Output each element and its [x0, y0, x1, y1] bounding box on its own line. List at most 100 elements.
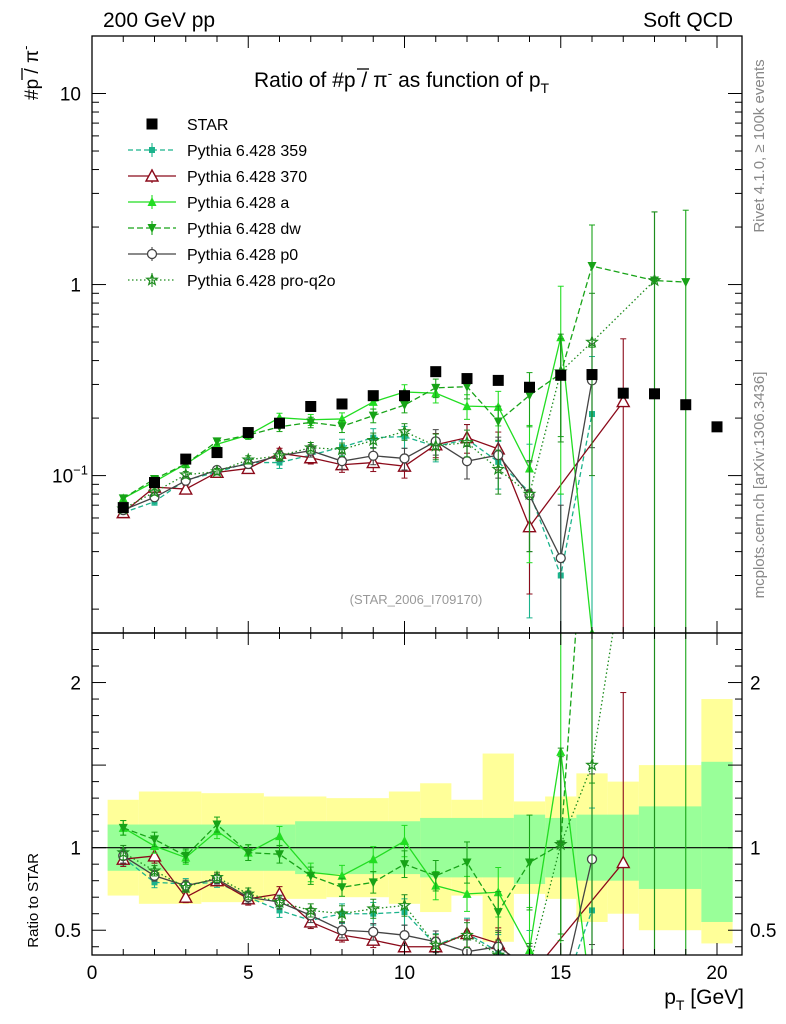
axes: 0 5 10 15 20 10 1 10−1 2 2 1 1 0.5 0.5	[52, 35, 776, 984]
star-point	[211, 447, 223, 459]
ratio-point	[147, 848, 162, 862]
data-point	[431, 383, 441, 393]
ratio-point	[243, 848, 253, 858]
ratio-point	[524, 970, 536, 981]
data-point	[397, 424, 412, 438]
analysis-label: (STAR_2006_I709170)	[350, 592, 483, 607]
star-data	[117, 366, 723, 514]
x-tick-label: 15	[550, 963, 571, 984]
ratio-point	[588, 1001, 597, 1010]
legend-entry: Pythia 6.428 p0	[128, 247, 298, 264]
data-point	[460, 435, 474, 449]
star-point	[367, 390, 379, 402]
data-point	[178, 467, 193, 481]
data-point	[368, 396, 378, 406]
ratio-point	[368, 878, 378, 888]
ratio-point	[181, 851, 191, 861]
legend: STAR Pythia 6.428 359 Pythia 6.428 370 Pyth…	[128, 117, 336, 290]
ratio-line	[123, 633, 577, 914]
ratio-point	[616, 855, 631, 869]
data-point	[306, 418, 316, 428]
ratio-point	[337, 883, 347, 893]
ratio-point	[527, 964, 533, 970]
ratio-point	[585, 757, 599, 771]
series-line	[123, 380, 593, 561]
ratio-point	[462, 858, 472, 868]
star-point	[274, 417, 285, 429]
ratio-point	[556, 990, 565, 999]
ratio-line	[122, 633, 614, 955]
svg-text:#p / π-: #p / π-	[18, 46, 43, 100]
ratio-point	[336, 925, 348, 936]
ratio-point	[366, 901, 381, 915]
ratio-point	[491, 947, 506, 955]
legend-entry: Pythia 6.428 a	[128, 195, 289, 212]
ratio-uncertainty-bands	[92, 699, 742, 944]
data-point	[212, 437, 222, 447]
legend-entry: STAR	[146, 117, 228, 134]
ratio-point	[147, 863, 162, 877]
data-point	[178, 481, 193, 495]
ratio-frame	[91, 632, 743, 956]
star-point	[242, 427, 254, 439]
series-5-main	[116, 211, 662, 633]
ratio-point	[399, 930, 410, 941]
data-point	[555, 552, 566, 564]
legend-entry: Pythia 6.428 pro-q2o	[128, 272, 336, 290]
data-point	[522, 486, 537, 500]
data-point	[585, 334, 599, 348]
star-point	[492, 374, 504, 386]
data-point	[337, 422, 347, 432]
main-y-tick-label: 1	[70, 276, 81, 297]
ratio-line	[122, 751, 587, 955]
ratio-point	[428, 937, 443, 951]
ratio-point	[400, 860, 409, 870]
data-point	[647, 273, 662, 287]
data-point	[241, 452, 256, 466]
legend-entry: Pythia 6.428 370	[128, 168, 307, 186]
ratio-y-tick-label: 0.5	[55, 921, 81, 942]
main-y-axis-title: #p / π-	[18, 46, 43, 100]
star-point	[711, 421, 723, 433]
ratio-y-tick-label: 1	[70, 839, 81, 860]
star-point	[555, 369, 567, 381]
series-line	[122, 337, 593, 633]
legend-label: Pythia 6.428 p0	[187, 247, 298, 264]
star-point	[524, 381, 535, 393]
ratio-point	[524, 961, 534, 971]
ratio-point	[493, 908, 503, 918]
ratio-point	[525, 964, 534, 973]
data-point	[681, 278, 691, 288]
ratio-point	[368, 926, 379, 938]
ratio-point	[178, 889, 193, 903]
data-point	[147, 484, 162, 498]
ratio-line	[122, 855, 593, 955]
ratio-point	[275, 831, 284, 841]
series-0-main	[120, 356, 595, 633]
star-point	[430, 366, 442, 378]
ratio-y-tick-label-right: 1	[750, 839, 761, 860]
legend-marker	[146, 248, 158, 260]
legend-label: STAR	[187, 117, 228, 134]
data-point	[616, 394, 631, 408]
data-point	[491, 461, 506, 476]
mcplots-label: mcplots.cern.ch [arXiv:1306.3436]	[751, 372, 768, 599]
ratio-point	[525, 858, 534, 868]
ratio-point	[303, 903, 318, 917]
star-point	[680, 399, 692, 411]
data-point	[368, 411, 378, 421]
ratio-point	[462, 888, 472, 898]
main-y-tick-label: 10−1	[52, 463, 88, 488]
main-y-tick-label: 10	[60, 85, 81, 106]
legend-entry: Pythia 6.428 359	[128, 143, 307, 160]
star-point	[461, 373, 473, 385]
ratio-point	[306, 871, 316, 881]
data-point	[462, 382, 472, 392]
series-line	[122, 280, 655, 510]
ratio-point	[400, 836, 409, 846]
ratio-point	[275, 850, 284, 860]
ratio-y-axis-title: Ratio to STAR	[25, 853, 42, 948]
data-point	[587, 262, 597, 272]
star-point	[399, 390, 410, 402]
